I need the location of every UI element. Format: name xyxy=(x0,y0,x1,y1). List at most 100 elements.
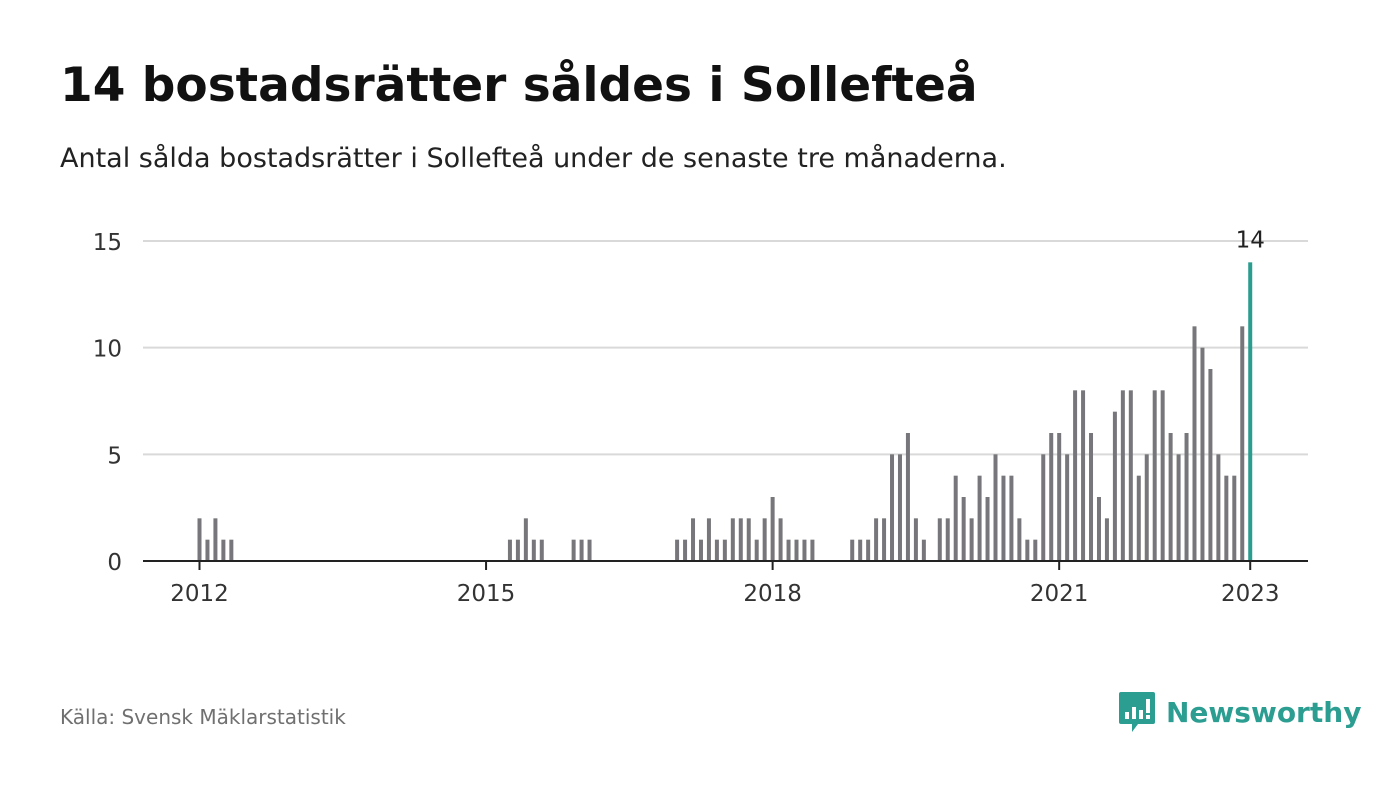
highlight-value-label: 14 xyxy=(1236,227,1265,253)
bar xyxy=(754,539,759,561)
bar xyxy=(1089,433,1094,561)
bar xyxy=(985,497,990,561)
bar xyxy=(913,518,918,561)
bar xyxy=(1184,433,1189,561)
bar-highlight xyxy=(1248,262,1253,561)
bar xyxy=(507,539,512,561)
grid-lines xyxy=(143,240,1308,456)
bar xyxy=(977,475,982,561)
bar xyxy=(802,539,807,561)
bar xyxy=(1104,518,1109,561)
bar xyxy=(937,518,942,561)
bar xyxy=(897,454,902,561)
bar xyxy=(1200,347,1205,561)
bar xyxy=(213,518,218,561)
bar xyxy=(1192,326,1197,561)
bar xyxy=(1096,497,1101,561)
bar xyxy=(1136,475,1141,561)
bar xyxy=(858,539,863,561)
bar xyxy=(205,539,210,561)
bar xyxy=(961,497,966,561)
bar xyxy=(1216,454,1221,561)
bar xyxy=(1033,539,1038,561)
bar xyxy=(1017,518,1022,561)
bars xyxy=(197,262,1253,561)
bar xyxy=(1057,433,1062,561)
source-note: Källa: Svensk Mäklarstatistik xyxy=(60,705,346,729)
bar xyxy=(866,539,871,561)
bar xyxy=(722,539,727,561)
bar xyxy=(1001,475,1006,561)
bar xyxy=(571,539,576,561)
bar xyxy=(1168,433,1173,561)
bar xyxy=(706,518,711,561)
bar xyxy=(1208,369,1213,561)
y-tick-label: 15 xyxy=(93,230,122,256)
bar xyxy=(953,475,958,561)
bar xyxy=(1081,390,1086,561)
bar xyxy=(890,454,895,561)
bar xyxy=(993,454,998,561)
bar xyxy=(794,539,799,561)
chart-title: 14 bostadsrätter såldes i Sollefteå xyxy=(60,58,978,113)
bar xyxy=(1144,454,1149,561)
bar xyxy=(746,518,751,561)
bar xyxy=(1232,475,1237,561)
y-tick-label: 5 xyxy=(107,443,122,469)
x-tick-label: 2018 xyxy=(743,581,802,607)
bar xyxy=(1049,433,1054,561)
bar xyxy=(698,539,703,561)
y-tick-label: 0 xyxy=(107,550,122,576)
bar xyxy=(197,518,202,561)
bar xyxy=(905,433,910,561)
chart-subtitle: Antal sålda bostadsrätter i Sollefteå un… xyxy=(60,143,1007,174)
bar xyxy=(579,539,584,561)
bar xyxy=(1073,390,1078,561)
bar xyxy=(810,539,815,561)
bar xyxy=(1160,390,1165,561)
y-tick-label: 10 xyxy=(93,337,122,363)
bar-chart: 0 5 10 15 2012 2015 2018 2021 2023 14 xyxy=(93,227,1308,607)
bar xyxy=(1128,390,1133,561)
bar xyxy=(1120,390,1125,561)
bar xyxy=(675,539,680,561)
brand-name: Newsworthy xyxy=(1166,695,1362,729)
bar xyxy=(691,518,696,561)
bar xyxy=(1025,539,1030,561)
bar xyxy=(683,539,688,561)
bar xyxy=(1176,454,1181,561)
bar xyxy=(850,539,855,561)
bar xyxy=(523,518,528,561)
bar xyxy=(531,539,536,561)
bar xyxy=(730,518,735,561)
bar xyxy=(1240,326,1245,561)
bar xyxy=(1112,411,1117,561)
newsworthy-logo-icon xyxy=(1119,692,1155,732)
bar xyxy=(587,539,592,561)
bar xyxy=(969,518,974,561)
x-axis-ticks: 2012 2015 2018 2021 2023 xyxy=(170,561,1279,607)
bar xyxy=(738,518,743,561)
bar xyxy=(221,539,226,561)
bar xyxy=(945,518,950,561)
bar xyxy=(778,518,783,561)
bar xyxy=(1041,454,1046,561)
x-tick-label: 2023 xyxy=(1221,581,1280,607)
x-tick-label: 2021 xyxy=(1030,581,1089,607)
bar xyxy=(1152,390,1157,561)
brand-logo: Newsworthy xyxy=(1118,690,1361,734)
bar xyxy=(770,497,775,561)
bar xyxy=(1065,454,1070,561)
bar xyxy=(229,539,234,561)
bar xyxy=(539,539,544,561)
bar xyxy=(762,518,767,561)
y-axis-tick-labels: 0 5 10 15 xyxy=(93,230,122,576)
bar xyxy=(1224,475,1229,561)
x-tick-label: 2015 xyxy=(457,581,516,607)
bar xyxy=(714,539,719,561)
bar xyxy=(874,518,879,561)
bar xyxy=(515,539,520,561)
bar xyxy=(786,539,791,561)
bar xyxy=(921,539,926,561)
bar xyxy=(882,518,887,561)
